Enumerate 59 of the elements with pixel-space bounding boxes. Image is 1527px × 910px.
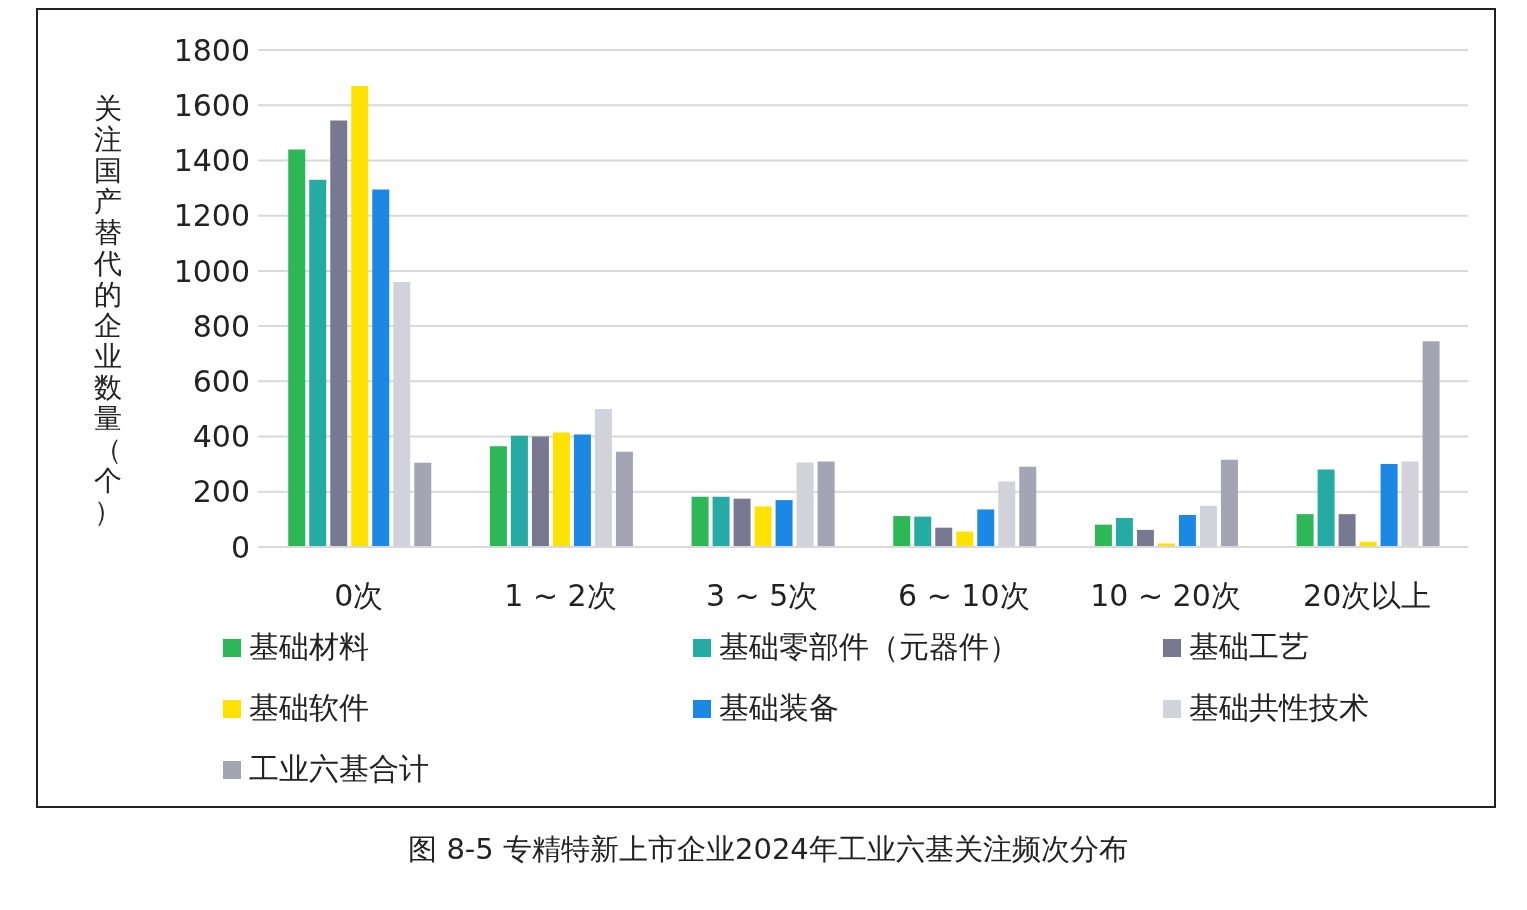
text: 关注国产替代的企业数量（个） (94, 92, 122, 528)
y-tick-label: 0 (230, 529, 250, 565)
y-tick-label: 1400 (173, 143, 250, 179)
legend-label: 基础共性技术 (1189, 689, 1369, 727)
bar (1296, 514, 1314, 547)
bar (1338, 514, 1356, 547)
bar (733, 498, 751, 547)
bar (351, 85, 369, 547)
y-tick-label: 200 (192, 474, 250, 510)
bar (817, 461, 835, 547)
x-tick-label: 0次 (334, 578, 384, 614)
legend-label: 基础零部件（元器件） (719, 628, 1019, 666)
bar (1422, 341, 1440, 547)
bar (1136, 529, 1154, 547)
x-tick-label: 1 ~ 2次 (504, 578, 617, 614)
bar (893, 516, 911, 547)
bar (1380, 463, 1398, 547)
legend-label: 基础装备 (719, 689, 839, 727)
x-tick-label: 10 ~ 20次 (1090, 578, 1241, 614)
bar (573, 434, 591, 547)
bar (712, 496, 730, 547)
bar (775, 500, 793, 547)
bar (1019, 466, 1037, 547)
bar (372, 189, 390, 547)
bar (977, 509, 995, 547)
x-tick-label: 6 ~ 10次 (898, 578, 1030, 614)
bar (510, 435, 528, 547)
bar (489, 446, 507, 547)
x-tick-label: 3 ~ 5次 (705, 578, 819, 614)
bar (1094, 524, 1112, 547)
legend-label: 基础材料 (249, 628, 369, 666)
legend-label: 工业六基合计 (249, 750, 429, 788)
bar (1317, 469, 1335, 547)
y-tick-label: 1600 (173, 87, 250, 123)
bar (956, 531, 974, 547)
bar (531, 436, 549, 547)
y-tick-label: 1200 (173, 198, 250, 234)
bar (552, 432, 570, 547)
bar (1220, 459, 1238, 547)
bar (615, 451, 633, 547)
y-tick-label: 1800 (173, 32, 250, 68)
bar (691, 496, 709, 547)
bar (288, 149, 306, 547)
legend-label: 基础软件 (249, 689, 369, 727)
y-tick-label: 800 (192, 308, 250, 344)
bar (309, 179, 327, 547)
text: 图 8-5 专精特新上市企业2024年工业六基关注频次分布 (407, 831, 1129, 868)
bar (914, 516, 932, 547)
legend-label: 基础工艺 (1189, 628, 1309, 666)
y-tick-label: 400 (192, 419, 250, 455)
x-tick-label: 20次以上 (1303, 578, 1432, 614)
bar (754, 506, 772, 547)
y-tick-label: 1000 (173, 253, 250, 289)
y-tick-label: 600 (192, 363, 250, 399)
bar (330, 120, 348, 547)
bar (935, 527, 953, 547)
bar (1178, 514, 1196, 547)
bar (414, 462, 432, 547)
bar (1115, 518, 1133, 547)
